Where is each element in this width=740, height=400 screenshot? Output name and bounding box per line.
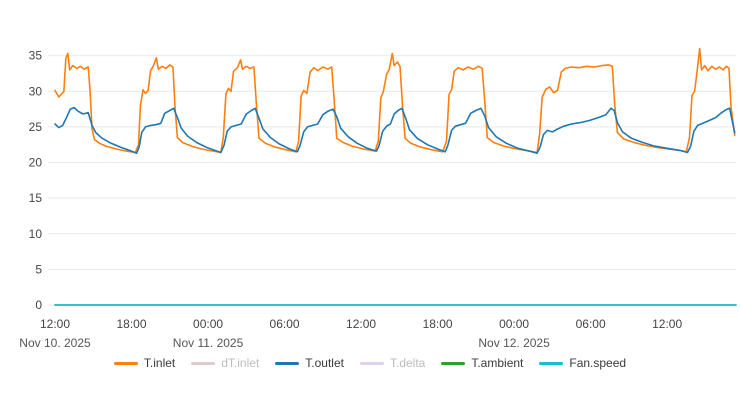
x-date-label: Nov 11. 2025 [173, 336, 244, 350]
x-tick-label: 00:00 [499, 317, 529, 331]
legend-label: T.delta [389, 356, 426, 370]
y-tick-label: 30 [29, 84, 43, 98]
y-tick-label: 0 [35, 298, 42, 312]
legend-label: dT.inlet [221, 356, 260, 370]
legend-label: T.inlet [143, 356, 176, 370]
x-tick-label: 06:00 [576, 317, 606, 331]
y-tick-label: 15 [29, 191, 43, 205]
y-tick-label: 10 [29, 227, 43, 241]
legend-line-icon [113, 361, 138, 365]
x-tick-label: 12:00 [346, 317, 376, 331]
legend-line-icon [191, 361, 216, 365]
legend-line-icon [275, 361, 300, 365]
series-line-T.outlet [54, 106, 736, 154]
x-date-label: Nov 10. 2025 [19, 336, 91, 350]
legend-item-Fan.speed[interactable]: Fan.speed [539, 355, 626, 371]
x-tick-label: 18:00 [423, 317, 453, 331]
legend-item-T.delta[interactable]: T.delta [359, 355, 426, 371]
legend-item-T.inlet[interactable]: T.inlet [113, 355, 176, 371]
y-tick-label: 25 [29, 120, 43, 134]
legend-item-dT.inlet[interactable]: dT.inlet [191, 355, 259, 371]
legend-label: T.ambient [471, 356, 524, 370]
legend-line-icon [359, 361, 384, 365]
x-tick-label: 12:00 [652, 317, 682, 331]
x-tick-label: 18:00 [117, 317, 147, 331]
x-tick-label: 00:00 [193, 317, 223, 331]
legend-item-T.ambient[interactable]: T.ambient [441, 355, 523, 371]
y-tick-label: 5 [35, 262, 42, 276]
legend-item-T.outlet[interactable]: T.outlet [275, 355, 344, 371]
series-line-T.inlet [54, 47, 736, 154]
legend-label: Fan.speed [569, 356, 627, 370]
legend-label: T.outlet [305, 356, 344, 370]
chart-svg[interactable]: 0 5 10 15 20 25 30 35 12:00 18:00 00:00 06:00 12:00 1… [0, 0, 740, 352]
y-tick-label: 20 [29, 156, 43, 170]
legend-line-icon [539, 361, 564, 365]
y-tick-label: 35 [29, 49, 43, 63]
x-tick-label: 06:00 [270, 317, 300, 331]
x-tick-label: 12:00 [40, 317, 70, 331]
chart-legend: T.inlet dT.inlet T.outlet T.delta T.ambient F… [0, 355, 740, 371]
legend-line-icon [441, 361, 466, 365]
x-date-label: Nov 12. 2025 [478, 336, 550, 350]
